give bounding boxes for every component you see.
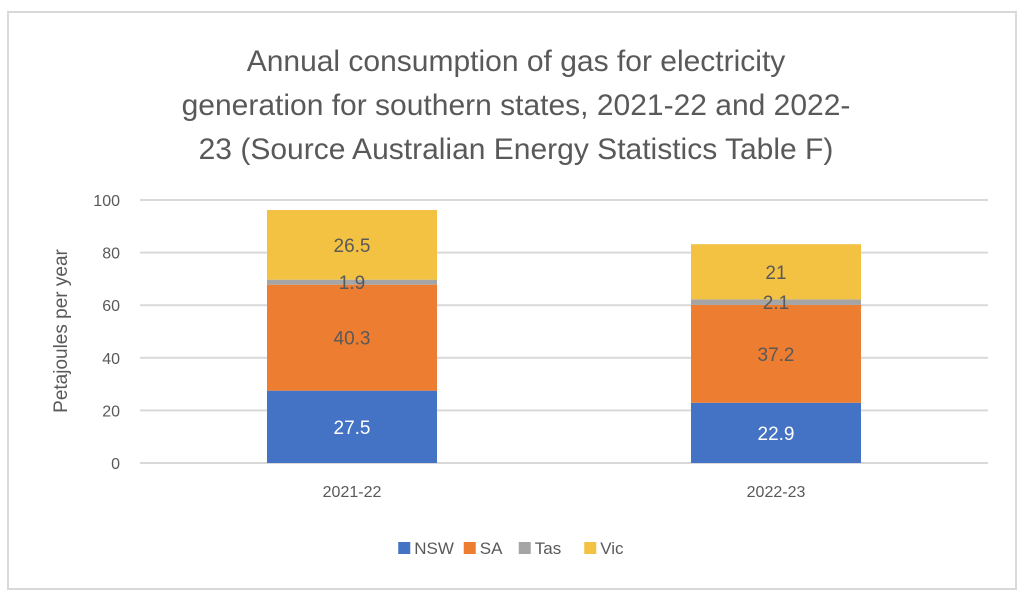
data-labels: 27.5 40.3 1.9 26.5 22.9 37.2 2.1 21 xyxy=(334,236,795,445)
y-tick-label: 100 xyxy=(93,193,120,210)
bar-segment-nsw xyxy=(267,390,437,463)
data-label-nsw: 27.5 xyxy=(334,418,371,439)
legend-item-sa: SA xyxy=(463,539,503,558)
y-axis-ticks: 0 20 40 60 80 100 xyxy=(93,193,120,473)
legend-swatch xyxy=(584,542,597,554)
x-tick-label: 2022-23 xyxy=(747,484,806,501)
data-label-nsw: 22.9 xyxy=(758,424,795,445)
legend-swatch xyxy=(518,542,531,554)
chart-title-line-1: Annual consumption of gas for electricit… xyxy=(246,45,786,78)
y-tick-label: 80 xyxy=(102,246,120,263)
data-label-tas: 2.1 xyxy=(763,293,789,314)
data-label-tas: 1.9 xyxy=(339,273,365,294)
legend-label: SA xyxy=(480,539,503,558)
data-label-vic: 26.5 xyxy=(334,236,371,257)
bar-segment-sa xyxy=(267,284,437,391)
bar-segment-vic xyxy=(691,244,861,300)
bars xyxy=(267,209,861,463)
data-label-vic: 21 xyxy=(765,263,786,284)
legend-item-vic: Vic xyxy=(584,539,624,558)
y-tick-label: 60 xyxy=(102,298,120,315)
legend-label: Vic xyxy=(600,539,624,558)
bar-segment-vic xyxy=(267,209,437,280)
y-tick-label: 20 xyxy=(102,403,120,420)
legend: NSW SA Tas Vic xyxy=(398,539,624,558)
y-tick-label: 40 xyxy=(102,351,120,368)
x-tick-label: 2021-22 xyxy=(323,484,382,501)
bar-segment-sa xyxy=(691,304,861,403)
chart-title-line-2: generation for southern states, 2021-22 … xyxy=(181,89,851,122)
y-axis-label: Petajoules per year xyxy=(51,248,72,412)
bar-segment-tas xyxy=(267,279,437,285)
legend-item-nsw: NSW xyxy=(398,539,454,558)
legend-label: Tas xyxy=(535,539,561,558)
bar-segment-nsw xyxy=(691,402,861,463)
legend-label: NSW xyxy=(414,539,454,558)
legend-swatch xyxy=(463,542,476,554)
legend-swatch xyxy=(398,542,411,554)
y-tick-label: 0 xyxy=(111,456,120,473)
x-axis-ticks: 2021-22 2022-23 xyxy=(323,484,806,501)
data-label-sa: 37.2 xyxy=(758,345,795,366)
chart-title-line-3: 23 (Source Australian Energy Statistics … xyxy=(198,133,834,166)
legend-item-tas: Tas xyxy=(518,539,561,558)
data-label-sa: 40.3 xyxy=(334,329,371,350)
bar-segment-tas xyxy=(691,299,861,305)
chart-title: Annual consumption of gas for electricit… xyxy=(0,40,1032,172)
